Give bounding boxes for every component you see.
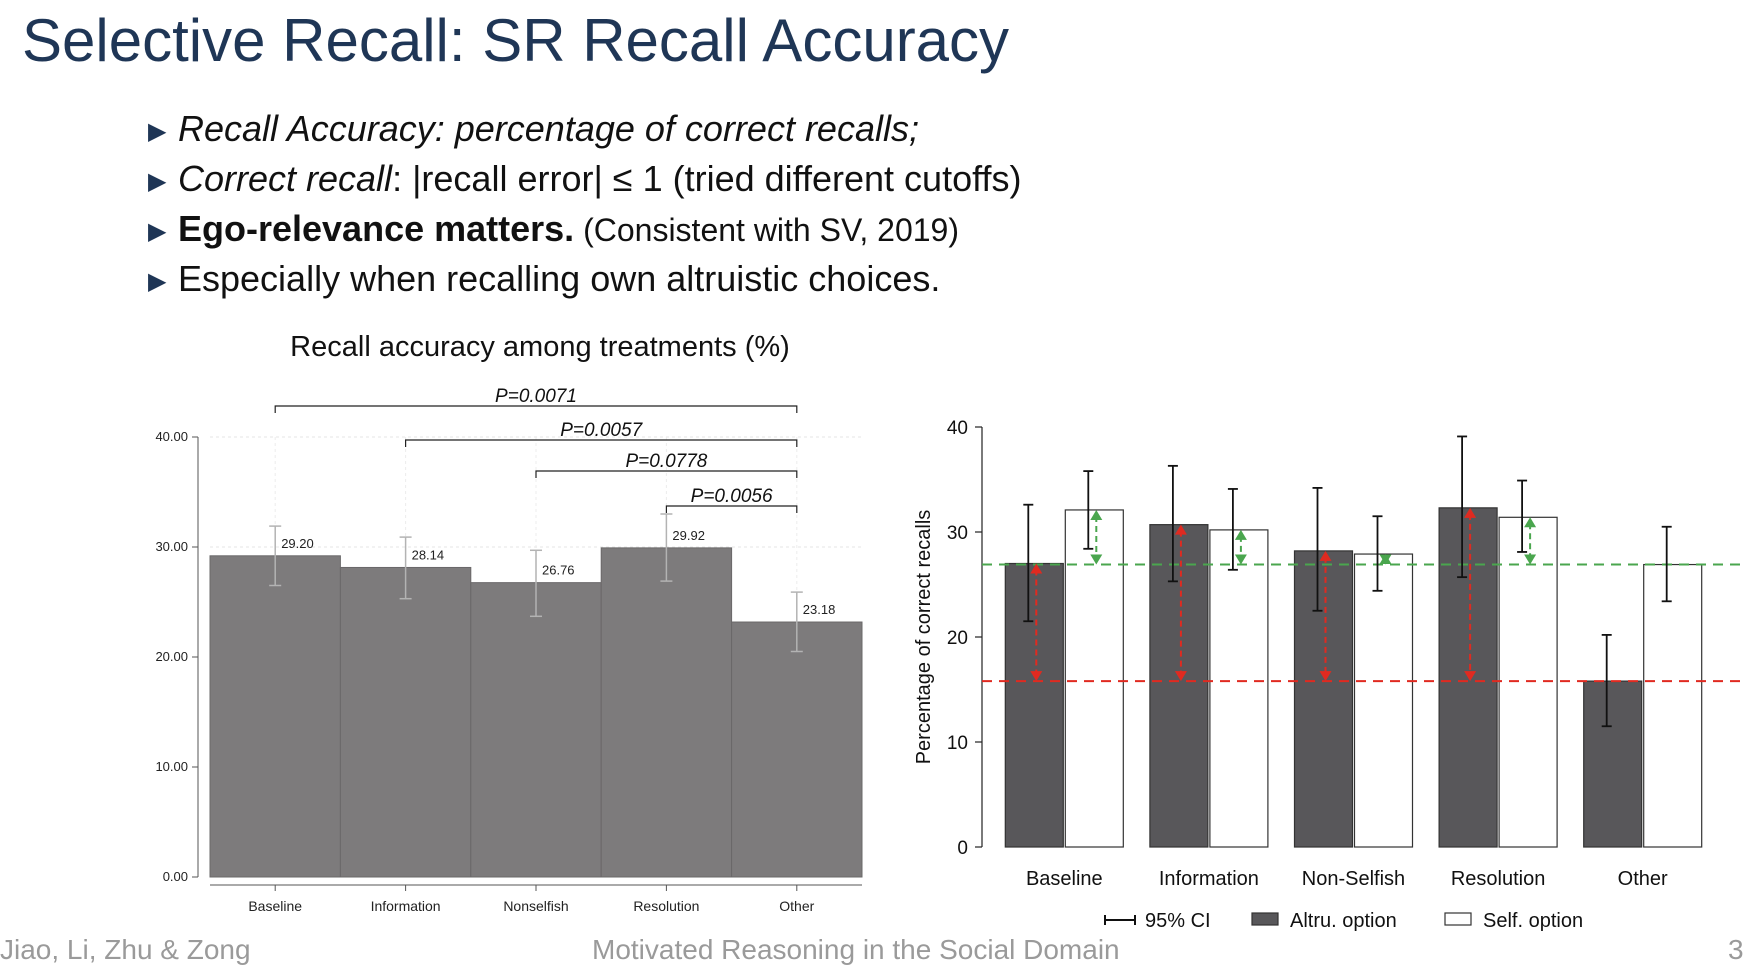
chart-2-y-tick-label: 40 (947, 418, 968, 439)
chart-2-gap-arrowhead-down (1464, 671, 1477, 682)
chart-1-x-tick-label: Resolution (633, 898, 699, 914)
chart-1-comparison-label: P=0.0057 (560, 420, 643, 441)
chart-1-comparison-label: P=0.0071 (495, 386, 577, 407)
chart-1-recall-accuracy: 29.20 28.14 26.76 29.92 23.18 0.00 10.00 20.00 3… (155, 386, 863, 914)
chart-1-value-label: 29.92 (672, 528, 705, 543)
chart-2-gap-arrowhead-down (1319, 671, 1332, 682)
bullet-triangle-icon: ▶ (148, 268, 167, 295)
chart-2-bar-self (1498, 516, 1558, 848)
bullet-item: ▶ Recall Accuracy: percentage of correct … (148, 104, 1021, 154)
chart-2-gap-arrowhead-up (1174, 524, 1187, 535)
chart-1-value-label: 23.18 (803, 602, 836, 617)
chart-2-gap-arrowhead-down (1174, 671, 1187, 682)
chart-2-bar-altru (1004, 562, 1064, 848)
bullet-triangle-icon: ▶ (148, 118, 167, 145)
chart-2-y-tick-label: 0 (957, 838, 968, 859)
chart-2-gap-arrowhead-up (1464, 507, 1477, 518)
chart-2-gap-arrowhead-down (1379, 554, 1392, 565)
bullet-text: Ego-relevance matters. (178, 208, 575, 249)
chart-1-title: Recall accuracy among treatments (%) (290, 331, 790, 363)
bullet-triangle-icon: ▶ (148, 168, 167, 195)
chart-1-y-tick-label: 40.00 (155, 429, 188, 444)
chart-2-y-axis-label: Percentage of correct recalls (913, 510, 935, 765)
chart-1-x-tick-label: Baseline (248, 898, 302, 914)
bullet-text: Correct recall (178, 158, 393, 199)
chart-2-legend-label: Self. option (1483, 910, 1583, 932)
chart-1-x-tick-label: Nonselfish (503, 898, 568, 914)
chart-2-x-tick-label: Information (1159, 868, 1259, 890)
chart-2-bar-self (1353, 553, 1414, 848)
chart-1-y-tick-label: 20.00 (155, 649, 188, 664)
chart-2-gap-arrowhead-up (1030, 563, 1043, 574)
chart-2-legend-swatch (1444, 912, 1472, 926)
bullet-item: ▶ Especially when recalling own altruisti… (148, 254, 1021, 304)
chart-1-bar (731, 621, 863, 878)
chart-1-comparison-bracket (665, 505, 798, 513)
bullet-text: : |recall error| ≤ 1 (tried different cu… (392, 158, 1022, 199)
chart-1-bar (600, 547, 733, 878)
bullet-triangle-icon: ▶ (148, 218, 167, 245)
chart-1-bar (470, 582, 602, 878)
chart-1-value-label: 29.20 (281, 536, 314, 551)
chart-2-bar-self (1064, 509, 1124, 848)
chart-1-y-tick-label: 10.00 (155, 759, 188, 774)
chart-2-gap-arrowhead-down (1090, 554, 1103, 565)
chart-1-comparison-bracket (535, 470, 798, 478)
chart-2-gap-arrowhead-up (1090, 509, 1103, 520)
chart-2-gap-arrowhead-down (1234, 554, 1247, 565)
chart-2-x-tick-label: Non-Selfish (1302, 868, 1405, 890)
footer-talk-title: Motivated Reasoning in the Social Domain (592, 934, 1120, 965)
bullet-text: (Consistent with SV, 2019) (574, 212, 959, 248)
chart-2-bar-self (1643, 563, 1703, 848)
chart-2-x-tick-label: Baseline (1026, 868, 1103, 890)
chart-1-bar (339, 566, 472, 878)
chart-2-bar-altru (1583, 680, 1643, 848)
bullet-item: ▶ Ego-relevance matters. (Consistent with… (148, 204, 1021, 254)
footer-page-number: 3 (1728, 934, 1744, 965)
chart-1-value-label: 26.76 (542, 563, 575, 578)
chart-2-bar-altru (1293, 550, 1354, 848)
chart-1-x-tick-label: Information (371, 898, 441, 914)
slide-title: Selective Recall: SR Recall Accuracy (22, 7, 1010, 74)
chart-2-gap-arrowhead-down (1030, 671, 1043, 682)
chart-2-x-tick-label: Other (1618, 868, 1668, 890)
chart-1-comparison-label: P=0.0056 (691, 486, 773, 507)
chart-1-comparison-label: P=0.0778 (625, 451, 707, 472)
bullet-list: ▶ Recall Accuracy: percentage of correct … (148, 104, 1021, 304)
chart-1-bar (209, 555, 341, 878)
chart-2-legend-ci-label: 95% CI (1145, 910, 1211, 932)
chart-1-comparison-bracket (274, 405, 798, 413)
chart-2-altru-vs-self: 0 10 20 30 40 Percentage of correct recalls Ba… (913, 418, 1745, 932)
chart-2-legend-label: Altru. option (1290, 910, 1397, 932)
footer-authors: Jiao, Li, Zhu & Zong (0, 934, 251, 965)
chart-2-y-tick-label: 30 (947, 523, 968, 544)
chart-1-x-tick-label: Other (779, 898, 814, 914)
chart-2-legend-swatch (1251, 912, 1279, 926)
chart-2-bar-self (1209, 529, 1269, 848)
chart-1-y-tick-label: 0.00 (163, 869, 188, 884)
chart-1-value-label: 28.14 (412, 547, 445, 562)
chart-2-y-tick-label: 10 (947, 733, 968, 754)
chart-2-gap-arrowhead-up (1319, 550, 1332, 561)
chart-2-gap-arrowhead-up (1234, 529, 1247, 540)
chart-2-bar-altru (1149, 524, 1209, 848)
chart-2-gap-arrowhead-down (1524, 554, 1537, 565)
chart-2-y-tick-label: 20 (947, 628, 968, 649)
chart-1-comparison-bracket (405, 439, 798, 447)
bullet-item: ▶ Correct recall: |recall error| ≤ 1 (tri… (148, 154, 1021, 204)
bullet-text: Especially when recalling own altruistic… (178, 258, 941, 299)
bullet-text: Recall Accuracy: percentage of correct r… (178, 108, 919, 149)
chart-1-y-tick-label: 30.00 (155, 539, 188, 554)
chart-2-x-tick-label: Resolution (1451, 868, 1546, 890)
chart-2-gap-arrowhead-up (1524, 517, 1537, 528)
